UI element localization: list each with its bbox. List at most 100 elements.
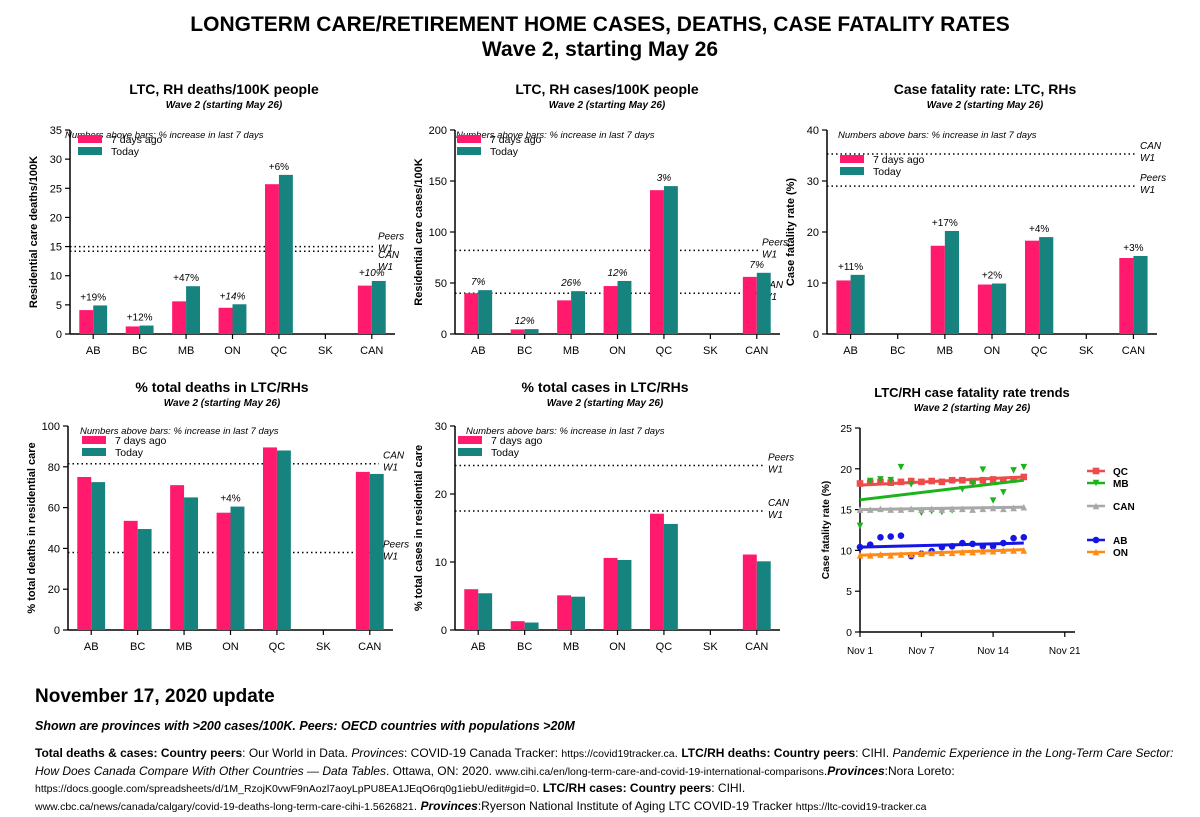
src-part: Provinces xyxy=(827,763,885,778)
data-point-qc xyxy=(856,480,864,487)
src-part: : Our World in Data. xyxy=(242,746,352,760)
bar-7-days-ago xyxy=(1119,258,1134,334)
chart-deaths: LTC, RH deaths/100K people Wave 2 (starti… xyxy=(28,81,404,357)
data-point-ab xyxy=(1020,534,1028,541)
y-tick-label: 0 xyxy=(846,627,852,639)
bar-today xyxy=(276,450,291,630)
src-part: : COVID-19 Canada Tracker: xyxy=(404,746,562,760)
chart-trends: LTC/RH case fatality rate trends Wave 2 (… xyxy=(821,385,1135,657)
trend-line-mb xyxy=(859,478,1024,502)
bar-today xyxy=(139,325,154,334)
x-tick-label: BC xyxy=(132,345,147,357)
chart-note: Numbers above bars: % increase in last 7… xyxy=(65,130,264,141)
reference-label: W1 xyxy=(762,249,777,260)
legend-swatch-today xyxy=(78,147,102,155)
reference-label: CAN xyxy=(383,451,405,462)
y-axis-label: Case fatality rate (%) xyxy=(821,481,832,579)
data-point-ab xyxy=(856,543,864,551)
y-tick-label: 60 xyxy=(48,503,60,515)
bar-label: +14% xyxy=(220,291,246,302)
legend-label: 7 days ago xyxy=(111,134,163,146)
reference-label: W1 xyxy=(378,244,393,255)
bar-7-days-ago xyxy=(557,595,572,630)
data-point-mb xyxy=(887,476,895,484)
bar-today xyxy=(1039,237,1054,334)
x-tick-label: AB xyxy=(84,641,99,653)
x-tick-label: QC xyxy=(656,641,673,653)
legend-label: Today xyxy=(491,447,520,459)
chart-note: Numbers above bars: % increase in last 7… xyxy=(466,426,665,437)
bar-7-days-ago xyxy=(123,520,138,630)
bar-label: +17% xyxy=(932,218,958,229)
chart-title: LTC/RH case fatality rate trends xyxy=(874,385,1070,400)
reference-label: CAN xyxy=(762,280,784,291)
src-part: Provinces xyxy=(351,746,405,760)
src-link[interactable]: www.cbc.ca/news/canada/calgary/covid-19-… xyxy=(35,800,414,813)
x-tick-label: CAN xyxy=(745,641,768,653)
legend-swatch-today xyxy=(458,448,482,456)
trend-line-on xyxy=(859,548,1024,557)
bar-7-days-ago xyxy=(355,471,370,630)
bar-label: 12% xyxy=(515,316,535,327)
bar-today xyxy=(478,593,493,630)
x-tick-label: AB xyxy=(843,345,858,357)
legend-swatch-prev xyxy=(457,135,481,143)
legend-swatch-today xyxy=(82,448,106,456)
chart-title: % total deaths in LTC/RHs xyxy=(135,379,308,395)
legend-label: QC xyxy=(1113,467,1128,478)
bar-7-days-ago xyxy=(742,276,757,334)
y-tick-label: 0 xyxy=(54,625,60,637)
x-tick-label: BC xyxy=(890,345,905,357)
y-tick-label: 20 xyxy=(50,212,62,224)
reference-label: Peers xyxy=(762,237,788,248)
src-part: :Ryerson National Institute of Aging LTC… xyxy=(477,798,796,813)
bar-today xyxy=(230,506,245,630)
x-tick-label: CAN xyxy=(358,641,381,653)
trend-line-ab xyxy=(859,541,1024,549)
y-tick-label: 10 xyxy=(807,278,819,290)
x-tick-label: SK xyxy=(703,345,718,357)
src-link[interactable]: https://covid19tracker.ca xyxy=(561,748,675,760)
trend-line-can xyxy=(859,505,1024,512)
src-part: . xyxy=(823,763,828,778)
reference-label: CAN xyxy=(378,250,400,261)
legend-label: MB xyxy=(1113,479,1129,490)
bar-7-days-ago xyxy=(77,477,92,630)
provinces-note: Shown are provinces with >200 cases/100K… xyxy=(35,719,575,733)
y-tick-label: 100 xyxy=(429,227,447,239)
bar-today xyxy=(232,304,247,334)
legend-label: 7 days ago xyxy=(873,154,925,166)
y-axis-label: Residential care cases/100K xyxy=(413,158,425,305)
src-part: . xyxy=(413,798,421,813)
x-tick-label: MB xyxy=(178,345,195,357)
bar-7-days-ago xyxy=(125,326,140,334)
x-tick-label: MB xyxy=(176,641,193,653)
y-tick-label: 10 xyxy=(50,271,62,283)
y-tick-label: 5 xyxy=(846,586,852,598)
src-link[interactable]: www.cihi.ca/en/long-term-care-and-covid-… xyxy=(495,765,824,778)
x-tick-label: MB xyxy=(563,345,580,357)
bar-7-days-ago xyxy=(603,557,618,630)
bar-7-days-ago xyxy=(265,184,279,334)
legend-label: 7 days ago xyxy=(490,134,542,146)
src-link[interactable]: https://docs.google.com/spreadsheets/d/1… xyxy=(35,783,537,795)
data-point-mb xyxy=(856,522,864,530)
reference-label: Peers xyxy=(383,539,409,550)
x-tick-label: SK xyxy=(1079,345,1094,357)
data-point-ab xyxy=(877,534,884,541)
x-tick-label: ON xyxy=(224,345,241,357)
bar-today xyxy=(663,523,678,630)
bar-label: 7% xyxy=(471,277,486,288)
x-tick-label: Nov 21 xyxy=(1049,646,1081,657)
x-tick-label: QC xyxy=(1031,345,1048,357)
bar-7-days-ago xyxy=(650,513,664,630)
reference-label: W1 xyxy=(383,463,398,474)
bar-7-days-ago xyxy=(977,284,992,334)
src-part: Pandemic Experience in the Long-Term Car… xyxy=(35,746,1174,778)
x-tick-label: Nov 14 xyxy=(977,646,1009,657)
page-title: LONGTERM CARE/RETIREMENT HOME CASES, DEA… xyxy=(190,13,1010,36)
chart-note: Numbers above bars: % increase in last 7… xyxy=(838,130,1037,141)
src-link[interactable]: https://ltc-covid19-tracker.ca xyxy=(795,800,927,813)
x-tick-label: BC xyxy=(517,641,532,653)
data-point-mb xyxy=(969,480,976,487)
